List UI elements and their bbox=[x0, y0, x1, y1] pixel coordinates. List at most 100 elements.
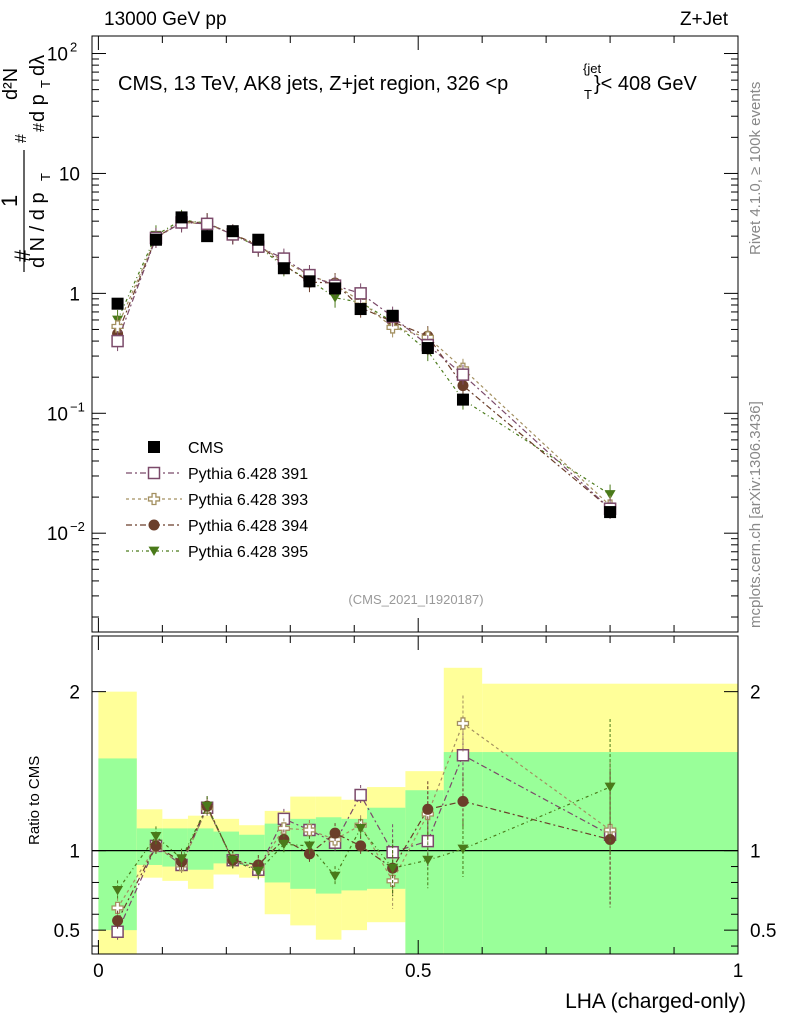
ylabel-d2n: d²N bbox=[0, 68, 22, 100]
rivet-label: Rivet 4.1.0, ≥ 100k events bbox=[747, 82, 764, 255]
legend-marker bbox=[148, 441, 160, 453]
svg-text:CMS, 13 TeV, AK8 jets, Z+jet r: CMS, 13 TeV, AK8 jets, Z+jet region, 326… bbox=[118, 73, 508, 95]
y-tick-label: 10 bbox=[47, 524, 68, 545]
ratio-y-ticks: 0.5 0.5 1 1 2 2 bbox=[54, 683, 776, 947]
main-series bbox=[111, 209, 617, 519]
ratio-bands bbox=[92, 667, 738, 954]
ylabel-dn: d N / d p bbox=[27, 192, 49, 268]
x-tick-label: 1 bbox=[733, 961, 744, 982]
ratio-data-point bbox=[227, 855, 239, 866]
ratio-series bbox=[111, 695, 617, 942]
ratio-y-tick-label: 2 bbox=[69, 683, 80, 704]
data-point-cms bbox=[329, 282, 342, 295]
ylabel-hash-left: # bbox=[10, 249, 35, 262]
y-tick-label-exponent: −1 bbox=[70, 399, 85, 414]
ratio-data-point bbox=[457, 844, 469, 855]
ratio-data-point bbox=[150, 831, 162, 842]
data-point-cms bbox=[149, 233, 162, 246]
data-point-cms bbox=[226, 225, 239, 238]
ratio-data-point bbox=[252, 866, 264, 877]
data-point-cms bbox=[421, 342, 434, 355]
legend: CMS Pythia 6.428 391 Pythia 6.428 393 Pythi… bbox=[126, 440, 308, 561]
y-axis-label-main: # 1 d N / d p T # d p T dλ # d²N bbox=[0, 55, 53, 272]
header-left: 13000 GeV pp bbox=[104, 9, 227, 30]
data-point-cms bbox=[386, 309, 399, 322]
data-point-cms bbox=[111, 297, 124, 310]
main-panel-frame bbox=[91, 35, 739, 633]
legend-marker bbox=[148, 546, 160, 556]
legend-label: Pythia 6.428 394 bbox=[188, 518, 308, 535]
ylabel-dpt: d p bbox=[27, 94, 49, 122]
ratio-data-point bbox=[604, 782, 616, 792]
series-line bbox=[117, 221, 611, 507]
data-point-cms bbox=[252, 233, 265, 246]
mcplots-label: mcplots.cern.ch [arXiv:1306.3436] bbox=[747, 401, 764, 628]
data-point-cms bbox=[456, 393, 469, 406]
data-point-mc bbox=[111, 334, 124, 348]
legend-label: Pythia 6.428 395 bbox=[188, 544, 308, 561]
ratio-panel-frame bbox=[91, 635, 739, 955]
y-tick-label: 10 bbox=[47, 45, 68, 66]
ylabel-one: 1 bbox=[0, 195, 22, 207]
ratio-data-point bbox=[112, 886, 124, 896]
ratio-data-point bbox=[277, 822, 291, 835]
ratio-data-point bbox=[303, 823, 316, 837]
y-axis-label-ratio: Ratio to CMS bbox=[26, 756, 43, 845]
ylabel-t: T bbox=[38, 173, 53, 181]
data-point-mc bbox=[200, 217, 214, 231]
ratio-data-point bbox=[303, 841, 315, 851]
data-point-mc bbox=[329, 293, 341, 303]
legend-marker bbox=[147, 466, 161, 480]
title-tail: }< 408 GeV bbox=[594, 73, 698, 95]
data-point-cms bbox=[175, 211, 188, 224]
ratio-series-line bbox=[117, 786, 611, 891]
ratio-data-point bbox=[355, 840, 367, 852]
data-point-mc bbox=[604, 490, 616, 500]
title-main: CMS, 13 TeV, AK8 jets, Z+jet region, 326… bbox=[118, 73, 508, 95]
ratio-data-point bbox=[329, 871, 341, 882]
y-tick-label: 1 bbox=[69, 284, 80, 305]
x-axis-label: LHA (charged-only) bbox=[565, 990, 746, 1013]
ratio-data-point bbox=[112, 915, 124, 927]
data-point-mc bbox=[456, 368, 470, 381]
ratio-data-point bbox=[329, 827, 341, 839]
ratio-data-point bbox=[278, 839, 290, 850]
x-axis-ticks: 0 0.5 1 bbox=[93, 36, 743, 982]
data-point-cms bbox=[201, 230, 214, 243]
data-point-cms bbox=[303, 275, 316, 288]
ratio-y-tick-label: 1 bbox=[69, 842, 80, 863]
ratio-data-point bbox=[422, 855, 434, 866]
analysis-id: (CMS_2021_I1920187) bbox=[348, 592, 483, 607]
ratio-data-point bbox=[422, 803, 434, 815]
ylabel-hash-right: # bbox=[13, 134, 30, 143]
data-point-mc bbox=[111, 320, 124, 333]
y-tick-label-exponent: 2 bbox=[70, 40, 77, 55]
header-right: Z+Jet bbox=[680, 9, 729, 30]
data-point-mc bbox=[457, 380, 469, 392]
legend-label: CMS bbox=[188, 440, 224, 457]
plot-title: CMS, 13 TeV, AK8 jets, Z+jet region, 326… bbox=[118, 61, 698, 102]
ratio-data-point bbox=[355, 823, 367, 834]
data-point-cms bbox=[354, 303, 367, 316]
ratio-data-point bbox=[176, 854, 188, 864]
y-tick-label: 10 bbox=[47, 404, 68, 425]
ratio-data-point bbox=[111, 901, 124, 915]
ratio-data-point bbox=[456, 749, 470, 762]
uncertainty-band-green bbox=[98, 758, 137, 931]
data-point-cms bbox=[277, 262, 290, 275]
ratio-y-tick-label-right: 1 bbox=[750, 842, 761, 863]
ratio-data-point bbox=[150, 840, 162, 852]
ratio-data-point bbox=[354, 788, 367, 802]
data-point-mc bbox=[386, 321, 399, 334]
ylabel-hash-mid: # bbox=[31, 123, 48, 132]
uncertainty-band-green bbox=[367, 807, 406, 889]
ylabel-dl: dλ bbox=[27, 55, 49, 76]
y-tick-label-exponent: −2 bbox=[70, 519, 85, 534]
series-line bbox=[117, 220, 611, 510]
ratio-data-point bbox=[201, 801, 213, 812]
data-point-cms bbox=[604, 506, 617, 519]
legend-marker bbox=[147, 492, 161, 506]
legend-label: Pythia 6.428 391 bbox=[188, 466, 308, 483]
